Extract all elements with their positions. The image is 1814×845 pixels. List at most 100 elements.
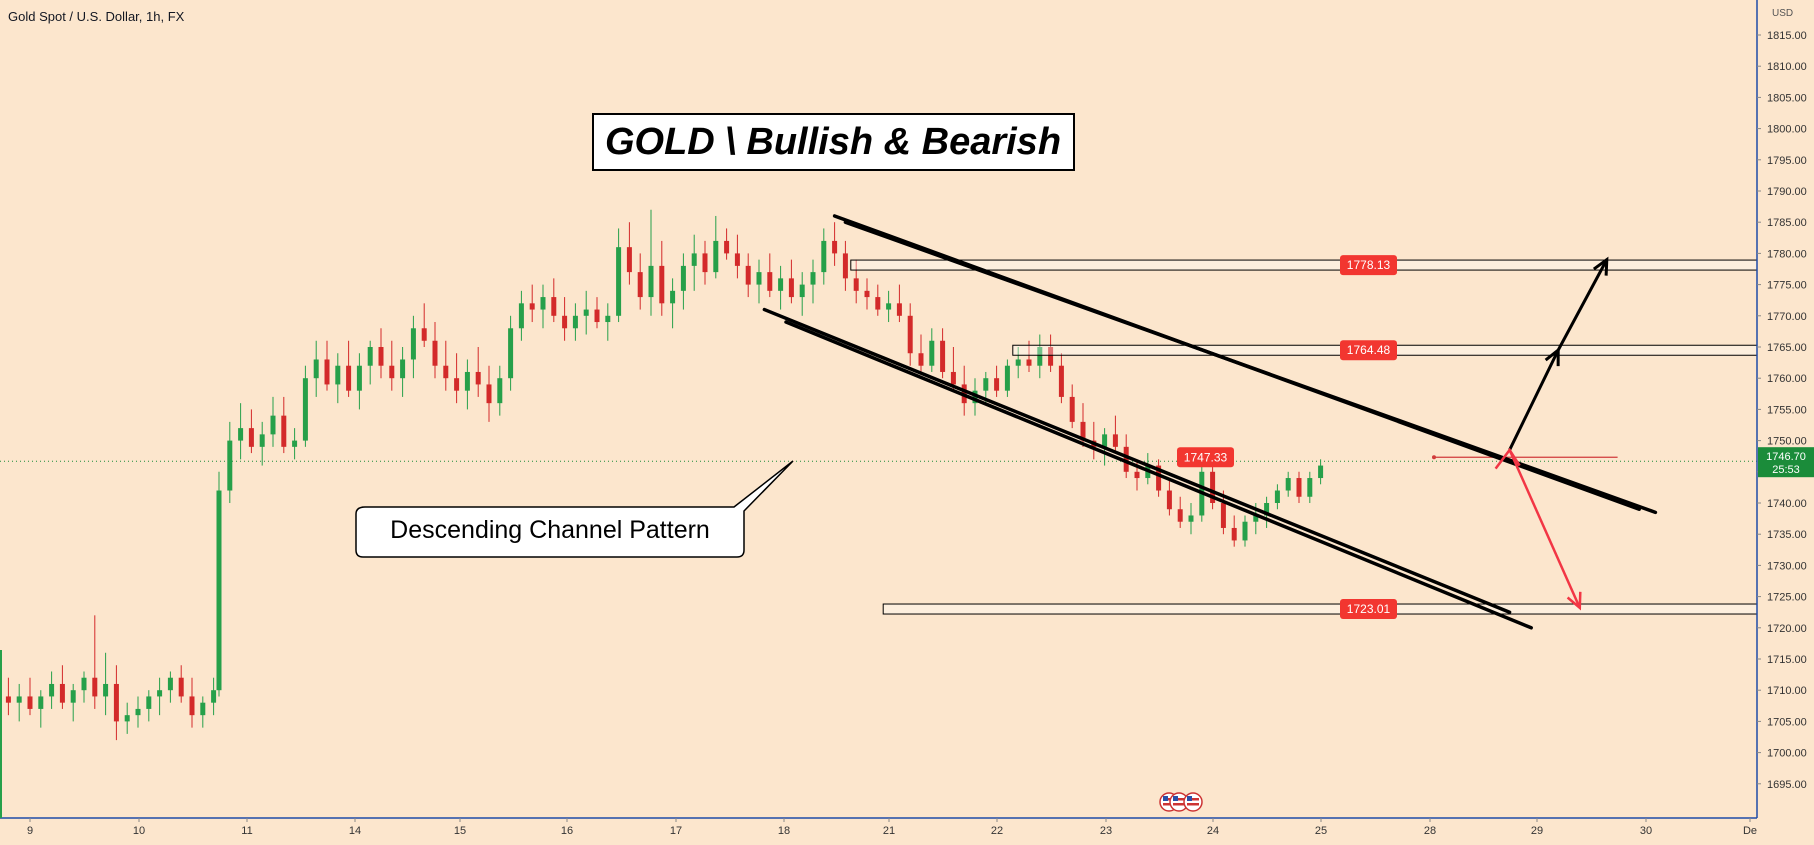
candle-down	[324, 359, 330, 385]
candle-up	[497, 378, 503, 404]
candle-up	[335, 365, 341, 385]
annotations-layer: GOLD \ Bullish & Bearish Descending Chann…	[355, 113, 1203, 812]
candle-up	[302, 378, 308, 441]
candle-down	[950, 371, 956, 385]
candle-up	[583, 309, 589, 316]
candle-up	[313, 359, 319, 379]
candle-down	[1112, 434, 1118, 447]
candle-down	[113, 683, 119, 722]
level-label-bg	[1340, 255, 1397, 276]
y-tick-label: 1785.00	[1767, 217, 1807, 229]
candle-down	[1220, 503, 1226, 528]
channel-layer	[762, 214, 1658, 630]
level-label-bg	[1340, 599, 1397, 620]
candle-up	[211, 690, 217, 703]
candle-down	[486, 384, 492, 404]
candle-up	[821, 240, 827, 273]
x-tick-label: 16	[561, 825, 573, 837]
headline-text: GOLD \ Bullish & Bearish	[605, 121, 1061, 163]
flag-stripe	[1173, 798, 1185, 801]
candle-up	[1307, 478, 1313, 497]
candle-down	[1058, 365, 1064, 397]
candle-up	[356, 365, 362, 391]
candle-down	[1231, 527, 1237, 541]
y-tick-label: 1815.00	[1767, 30, 1807, 42]
x-tick-label: 22	[991, 825, 1003, 837]
x-tick-label: 25	[1315, 825, 1327, 837]
x-tick-label: 21	[883, 825, 895, 837]
flag-canton	[1187, 796, 1192, 801]
candle-up	[49, 683, 55, 697]
candle-down	[896, 303, 902, 316]
candle-up	[464, 371, 470, 391]
bearish-arrow-path	[1508, 449, 1581, 609]
candle-up	[1253, 515, 1259, 522]
candle-up	[259, 434, 265, 447]
candle-down	[918, 353, 924, 366]
candle-down	[832, 240, 838, 254]
candle-down	[27, 696, 33, 709]
candle-up	[70, 690, 76, 703]
candle-up	[270, 415, 276, 435]
candle-up	[713, 240, 719, 273]
candle-up	[167, 677, 173, 691]
candle-up	[1242, 521, 1248, 541]
candle-down	[1166, 490, 1172, 510]
y-tick-label: 1800.00	[1767, 124, 1807, 136]
bearish-arrow-head	[1566, 591, 1582, 611]
candle-down	[248, 428, 254, 447]
y-tick-label: 1730.00	[1767, 560, 1807, 572]
flag-stripe	[1163, 803, 1175, 806]
candle-down	[1069, 396, 1075, 422]
candle-countdown-label: 25:53	[1772, 464, 1800, 476]
candle-down	[788, 278, 794, 298]
candle-up	[146, 696, 152, 709]
y-tick-label: 1720.00	[1767, 623, 1807, 635]
candle-up	[367, 347, 373, 366]
bullish-arrow-mid-head	[1544, 347, 1560, 367]
candle-down	[281, 415, 287, 447]
y-tick-label: 1765.00	[1767, 342, 1807, 354]
flag-canton	[1163, 796, 1168, 801]
candle-up	[38, 696, 44, 709]
symbol-title: Gold Spot / U.S. Dollar, 1h, FX	[8, 9, 185, 24]
candle-up	[983, 378, 989, 391]
x-tick-label: 11	[241, 825, 252, 837]
x-tick-label: 30	[1640, 825, 1652, 837]
candle-up	[1004, 365, 1010, 391]
candle-down	[562, 315, 568, 329]
y-tick-label: 1695.00	[1767, 779, 1807, 791]
callout-text: Descending Channel Pattern	[390, 516, 710, 544]
candle-up	[810, 272, 816, 285]
candle-down	[864, 290, 870, 298]
candle-up	[124, 715, 130, 722]
candle-down	[1210, 471, 1216, 503]
candle-down	[1080, 421, 1086, 441]
candle-down	[702, 253, 708, 273]
candle-up	[518, 303, 524, 329]
candle-up	[238, 428, 244, 441]
y-tick-label: 1760.00	[1767, 373, 1807, 385]
level-anchor-dot	[1432, 455, 1436, 460]
candle-down	[1048, 347, 1054, 366]
level-label-1747.33: 1747.33	[1184, 450, 1228, 464]
candle-up	[616, 247, 622, 316]
y-tick-label: 1775.00	[1767, 280, 1807, 292]
candle-down	[875, 297, 881, 310]
level-zone-1778.13	[850, 259, 1770, 271]
y-tick-label: 1740.00	[1767, 498, 1807, 510]
x-tick-label: 15	[454, 825, 466, 837]
candle-down	[1134, 471, 1140, 479]
candle-up	[157, 690, 163, 697]
current-price-label: 1746.70	[1766, 451, 1806, 463]
scenario-arrows-layer	[1494, 256, 1609, 611]
us-flag-event-icon[interactable]	[1183, 792, 1203, 812]
candle-down	[745, 265, 751, 285]
candle-down	[346, 365, 352, 391]
candle-up	[292, 440, 298, 447]
candle-up	[778, 278, 784, 291]
x-tick-label: 28	[1424, 825, 1436, 837]
candle-down	[1177, 509, 1183, 522]
